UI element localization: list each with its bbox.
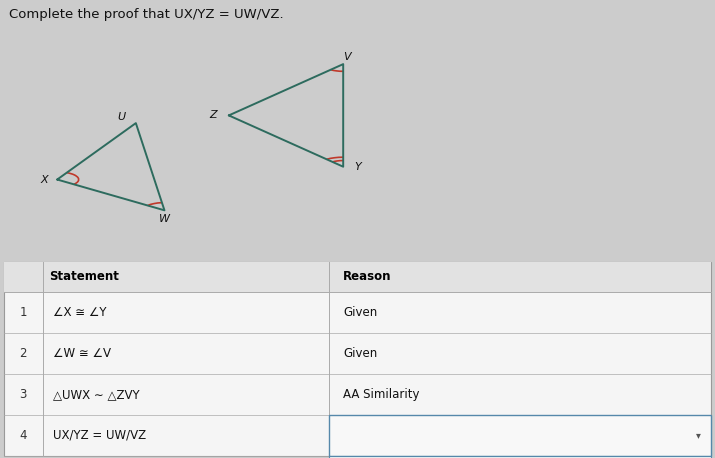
Text: Complete the proof that UX/YZ = UW/VZ.: Complete the proof that UX/YZ = UW/VZ. xyxy=(9,8,283,21)
Text: ∠W ≅ ∠V: ∠W ≅ ∠V xyxy=(53,347,111,360)
Text: V: V xyxy=(343,52,350,62)
Text: Reason: Reason xyxy=(343,270,392,283)
Text: Given: Given xyxy=(343,347,378,360)
Text: 1: 1 xyxy=(19,305,26,319)
Text: AA Similarity: AA Similarity xyxy=(343,388,420,401)
Text: X: X xyxy=(41,174,48,185)
Text: Y: Y xyxy=(354,162,361,172)
Text: W: W xyxy=(159,214,170,224)
Bar xyxy=(4,262,711,292)
Text: 3: 3 xyxy=(19,388,26,401)
Text: Statement: Statement xyxy=(49,270,119,283)
Text: Z: Z xyxy=(209,110,217,120)
Text: U: U xyxy=(117,112,126,122)
Text: ▾: ▾ xyxy=(696,431,701,441)
Text: UX/YZ = UW/VZ: UX/YZ = UW/VZ xyxy=(53,429,147,442)
Text: △UWX ∼ △ZVY: △UWX ∼ △ZVY xyxy=(53,388,139,401)
Text: 2: 2 xyxy=(19,347,26,360)
Text: 4: 4 xyxy=(19,429,26,442)
Text: Given: Given xyxy=(343,305,378,319)
Text: ∠X ≅ ∠Y: ∠X ≅ ∠Y xyxy=(53,305,107,319)
Bar xyxy=(329,415,711,456)
Bar xyxy=(329,456,711,458)
